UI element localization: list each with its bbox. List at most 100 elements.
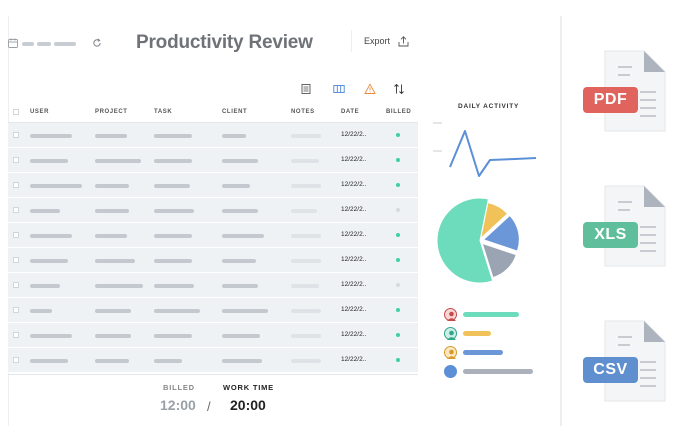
client-cell bbox=[222, 284, 258, 288]
table-row[interactable]: 12/22/2.. bbox=[8, 323, 418, 348]
table-row[interactable]: 12/22/2.. bbox=[8, 173, 418, 198]
column-header-date[interactable]: DATE bbox=[341, 109, 360, 115]
refresh-icon[interactable] bbox=[92, 38, 102, 48]
date-range-part[interactable] bbox=[37, 42, 51, 46]
upload-icon bbox=[398, 35, 409, 46]
sort-icon[interactable] bbox=[393, 83, 405, 95]
table-row[interactable]: 12/22/2.. bbox=[8, 198, 418, 223]
project-cell bbox=[95, 134, 127, 138]
project-cell bbox=[95, 259, 135, 263]
work-time-label: WORK TIME bbox=[223, 383, 274, 392]
task-cell bbox=[154, 134, 192, 138]
table-row[interactable]: 12/22/2.. bbox=[8, 248, 418, 273]
task-cell bbox=[154, 359, 182, 363]
date-cell: 12/22/2.. bbox=[341, 281, 367, 288]
billed-status-dot bbox=[396, 333, 400, 337]
notes-cell bbox=[291, 209, 317, 213]
user-cell bbox=[30, 234, 72, 238]
billed-status-dot bbox=[396, 283, 400, 287]
user-cell bbox=[30, 309, 52, 313]
row-checkbox[interactable] bbox=[13, 307, 19, 313]
column-header-client[interactable]: CLIENT bbox=[222, 109, 248, 115]
notes-cell bbox=[291, 284, 319, 288]
client-cell bbox=[222, 259, 256, 263]
task-cell bbox=[154, 259, 192, 263]
table-row[interactable]: 12/22/2.. bbox=[8, 348, 418, 373]
date-range-part[interactable] bbox=[22, 42, 34, 46]
legend-bar bbox=[463, 331, 491, 336]
row-checkbox[interactable] bbox=[13, 257, 19, 263]
billed-status-dot bbox=[396, 233, 400, 237]
date-cell: 12/22/2.. bbox=[341, 306, 367, 313]
task-cell bbox=[154, 184, 190, 188]
table-row[interactable]: 12/22/2.. bbox=[8, 148, 418, 173]
export-button[interactable]: Export bbox=[351, 30, 415, 52]
task-cell bbox=[154, 159, 192, 163]
pie-slice bbox=[481, 203, 507, 238]
column-header-user[interactable]: USER bbox=[30, 109, 50, 115]
user-cell bbox=[30, 159, 68, 163]
client-cell bbox=[222, 209, 258, 213]
row-checkbox[interactable] bbox=[13, 207, 19, 213]
date-cell: 12/22/2.. bbox=[341, 356, 367, 363]
report-header: Productivity Review Export bbox=[6, 28, 416, 56]
row-checkbox[interactable] bbox=[13, 282, 19, 288]
column-header-task[interactable]: TASK bbox=[154, 109, 173, 115]
file-type-badge-pdf[interactable]: PDF bbox=[583, 87, 638, 113]
notes-cell bbox=[291, 309, 321, 313]
project-cell bbox=[95, 334, 131, 338]
pie-slice bbox=[482, 244, 516, 277]
totals-bar: BILLED 12:00 / WORK TIME 20:00 bbox=[8, 374, 418, 426]
activity-pie-chart bbox=[437, 198, 519, 283]
user-cell bbox=[30, 284, 60, 288]
client-cell bbox=[222, 309, 268, 313]
billed-status-dot bbox=[396, 158, 400, 162]
row-checkbox[interactable] bbox=[13, 357, 19, 363]
legend-bar bbox=[463, 312, 519, 317]
column-header-notes[interactable]: NOTES bbox=[291, 109, 315, 115]
project-cell bbox=[95, 309, 131, 313]
task-cell bbox=[154, 209, 194, 213]
date-cell: 12/22/2.. bbox=[341, 156, 367, 163]
table-row[interactable]: 12/22/2.. bbox=[8, 273, 418, 298]
table-row[interactable]: 12/22/2.. bbox=[8, 223, 418, 248]
client-cell bbox=[222, 359, 262, 363]
row-checkbox[interactable] bbox=[13, 332, 19, 338]
billed-value: 12:00 bbox=[160, 397, 196, 413]
table-row[interactable]: 12/22/2.. bbox=[8, 298, 418, 323]
date-cell: 12/22/2.. bbox=[341, 331, 367, 338]
date-cell: 12/22/2.. bbox=[341, 256, 367, 263]
notes-cell bbox=[291, 359, 321, 363]
column-header-billed[interactable]: BILLED bbox=[386, 109, 412, 115]
task-cell bbox=[154, 284, 194, 288]
columns-icon[interactable] bbox=[333, 83, 345, 95]
page-title: Productivity Review bbox=[136, 32, 313, 53]
task-cell bbox=[154, 309, 200, 313]
user-cell bbox=[30, 259, 68, 263]
time-entries-table: USER PROJECT TASK CLIENT NOTES DATE BILL… bbox=[8, 101, 418, 373]
user-avatar bbox=[444, 365, 457, 378]
row-checkbox[interactable] bbox=[13, 232, 19, 238]
row-checkbox[interactable] bbox=[13, 157, 19, 163]
user-avatar bbox=[444, 327, 457, 340]
notes-cell bbox=[291, 159, 319, 163]
file-type-badge-xls[interactable]: XLS bbox=[583, 222, 638, 248]
table-row[interactable]: 12/22/2.. bbox=[8, 123, 418, 148]
file-type-badge-csv[interactable]: CSV bbox=[583, 357, 638, 383]
date-cell: 12/22/2.. bbox=[341, 206, 367, 213]
user-avatar bbox=[444, 346, 457, 359]
project-cell bbox=[95, 284, 143, 288]
legend-bar bbox=[463, 369, 533, 374]
user-cell bbox=[30, 334, 72, 338]
select-all-checkbox[interactable] bbox=[13, 109, 19, 115]
warning-icon[interactable] bbox=[364, 83, 376, 95]
row-checkbox[interactable] bbox=[13, 182, 19, 188]
calendar-icon[interactable] bbox=[8, 38, 18, 48]
list-view-icon[interactable] bbox=[300, 83, 312, 95]
activity-line bbox=[449, 130, 537, 177]
row-checkbox[interactable] bbox=[13, 132, 19, 138]
project-cell bbox=[95, 159, 141, 163]
billed-status-dot bbox=[396, 133, 400, 137]
column-header-project[interactable]: PROJECT bbox=[95, 109, 128, 115]
date-range-part[interactable] bbox=[54, 42, 76, 46]
